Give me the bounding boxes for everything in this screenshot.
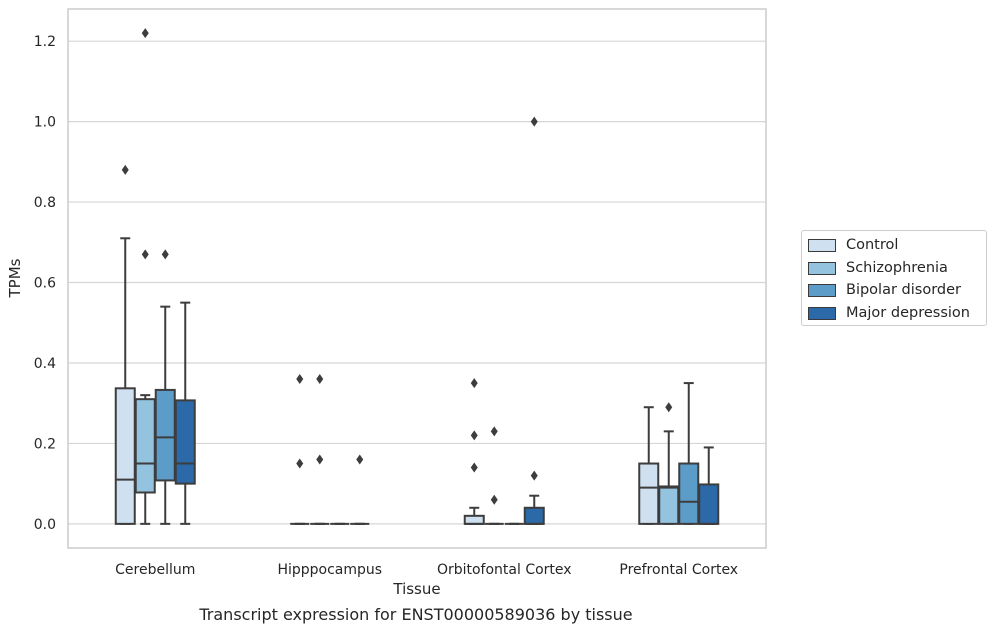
legend-item-bipolar-disorder: Bipolar disorder [808, 280, 961, 300]
outlier-point [665, 402, 673, 413]
outlier-point [141, 249, 149, 260]
y-tick-label: 0.4 [34, 356, 56, 372]
outlier-point [530, 116, 538, 127]
legend-label-control: Control [846, 237, 899, 253]
box-bipolar-disorder [154, 249, 176, 525]
x-tick-label: Orbitofontal Cortex [437, 562, 572, 578]
outlier-point [470, 430, 478, 441]
legend: Control Schizophrenia Bipolar disorder M… [801, 230, 987, 326]
y-tick-label: 0.6 [34, 276, 56, 292]
box-schizophrenia [484, 426, 504, 525]
legend-label-bipolar-disorder: Bipolar disorder [846, 282, 961, 298]
legend-swatch-control [808, 238, 836, 252]
box-schizophrenia [658, 402, 680, 525]
box-iqr [698, 483, 720, 525]
box-iqr [638, 462, 660, 525]
y-tick-label: 0.0 [34, 517, 56, 533]
x-tick-label: Hipppocampus [277, 562, 382, 578]
box-iqr [523, 506, 545, 525]
outlier-point [121, 164, 129, 175]
x-tick-labels: Cerebellum Hipppocampus Orbitofontal Corte… [115, 562, 738, 578]
legend-item-major-depression: Major depression [808, 303, 970, 323]
legend-label-schizophrenia: Schizophrenia [846, 260, 948, 276]
outlier-point [316, 454, 324, 465]
legend-item-schizophrenia: Schizophrenia [808, 258, 948, 278]
box-schizophrenia [310, 374, 330, 525]
box-schizophrenia [134, 28, 156, 525]
box-major-depression [174, 301, 196, 525]
x-axis-title: Tissue [392, 580, 440, 598]
outlier-point [490, 426, 498, 437]
box-control [638, 406, 660, 525]
legend-swatch-major-depression [808, 306, 836, 320]
x-tick-label: Prefrontal Cortex [619, 562, 738, 578]
y-tick-label: 0.2 [34, 436, 56, 452]
box-iqr [114, 387, 136, 525]
box-iqr [174, 399, 196, 485]
box-major-depression [350, 454, 370, 525]
y-tick-label: 1.0 [34, 115, 56, 131]
outlier-point [470, 462, 478, 473]
y-axis-title: TPMs [6, 258, 24, 298]
box-series [114, 28, 720, 525]
legend-item-control: Control [808, 235, 898, 255]
box-control [114, 164, 136, 525]
outlier-point [530, 470, 538, 481]
box-iqr [134, 398, 156, 494]
plot-area-frame [67, 8, 767, 549]
legend-swatch-schizophrenia [808, 261, 836, 275]
legend-swatch-bipolar-disorder [808, 283, 836, 297]
outlier-point [356, 454, 364, 465]
legend-label-major-depression: Major depression [846, 305, 970, 321]
box-iqr [678, 462, 700, 525]
y-tick-labels: 0.0 0.2 0.4 0.6 0.8 1.0 1.2 [34, 34, 56, 533]
box-control [290, 374, 310, 525]
figure-caption: Transcript expression for ENST0000058903… [199, 605, 633, 624]
outlier-point [161, 249, 169, 260]
y-tick-label: 1.2 [34, 34, 56, 50]
outlier-point [141, 28, 149, 39]
box-bipolar-disorder [678, 382, 700, 525]
box-iqr [463, 514, 485, 525]
outlier-point [470, 378, 478, 389]
box-iqr [154, 388, 176, 482]
outlier-point [490, 494, 498, 505]
x-tick-label: Cerebellum [115, 562, 195, 578]
outlier-point [316, 374, 324, 385]
y-tick-label: 0.8 [34, 195, 56, 211]
box-iqr [658, 485, 680, 525]
outlier-point [296, 458, 304, 469]
box-major-depression [698, 446, 720, 525]
box-major-depression [523, 116, 545, 525]
box-control [463, 378, 485, 525]
outlier-point [296, 374, 304, 385]
